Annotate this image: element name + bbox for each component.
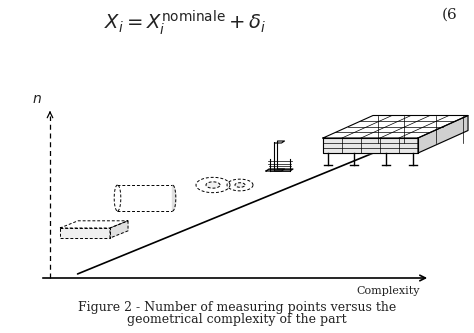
Polygon shape	[418, 116, 468, 153]
Text: Figure 2 - Number of measuring points versus the: Figure 2 - Number of measuring points ve…	[78, 301, 396, 314]
Polygon shape	[60, 221, 128, 228]
Polygon shape	[110, 221, 128, 238]
Polygon shape	[227, 179, 253, 191]
Polygon shape	[118, 185, 173, 211]
Polygon shape	[323, 138, 418, 153]
Text: geometrical complexity of the part: geometrical complexity of the part	[127, 313, 347, 326]
Polygon shape	[196, 177, 230, 193]
Polygon shape	[60, 228, 110, 238]
Text: Complexity: Complexity	[356, 286, 420, 296]
Text: $X_i = X_i^{\mathrm{nominale}} + \delta_i$: $X_i = X_i^{\mathrm{nominale}} + \delta_…	[104, 8, 266, 37]
Polygon shape	[266, 169, 293, 171]
Text: $n$: $n$	[32, 92, 42, 106]
Text: (6: (6	[442, 8, 458, 22]
Polygon shape	[274, 141, 284, 171]
Polygon shape	[323, 116, 468, 138]
Polygon shape	[206, 182, 220, 188]
Polygon shape	[173, 185, 176, 211]
Polygon shape	[235, 183, 245, 187]
